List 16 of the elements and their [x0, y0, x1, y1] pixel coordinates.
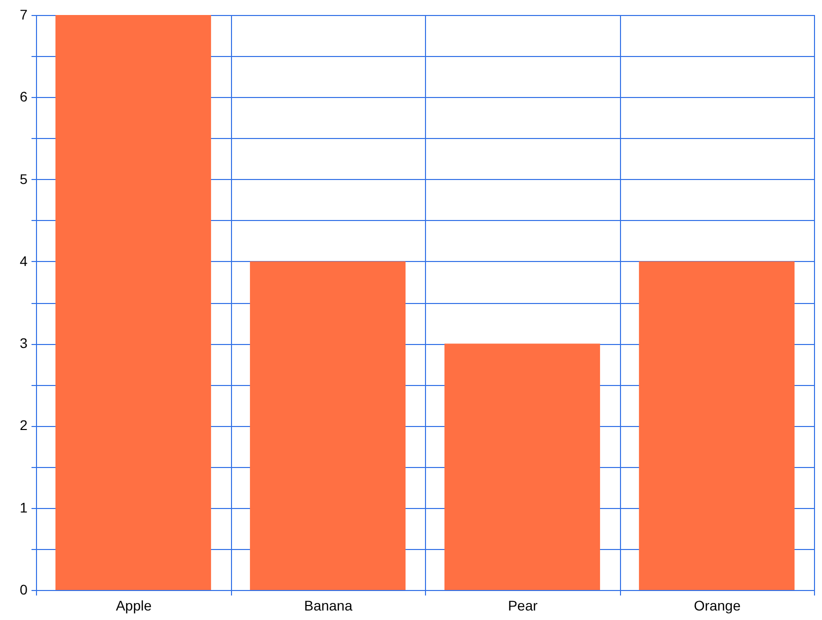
x-tick-label: Orange — [694, 598, 741, 614]
y-tick-label: 4 — [20, 252, 28, 269]
bar — [55, 15, 212, 590]
y-tick-label: 6 — [20, 88, 28, 105]
bar — [250, 261, 406, 590]
y-tick-label: 2 — [20, 417, 28, 434]
bar — [444, 344, 600, 590]
y-tick-label: 1 — [20, 499, 28, 516]
x-tick-label: Pear — [508, 598, 538, 614]
bar — [638, 261, 795, 590]
y-tick-label: 5 — [20, 170, 28, 187]
y-tick-label: 7 — [20, 6, 28, 22]
y-tick-label: 0 — [20, 582, 28, 598]
x-tick-label: Banana — [304, 598, 353, 614]
x-tick-label: Apple — [116, 598, 152, 614]
y-tick-label: 3 — [20, 335, 28, 352]
